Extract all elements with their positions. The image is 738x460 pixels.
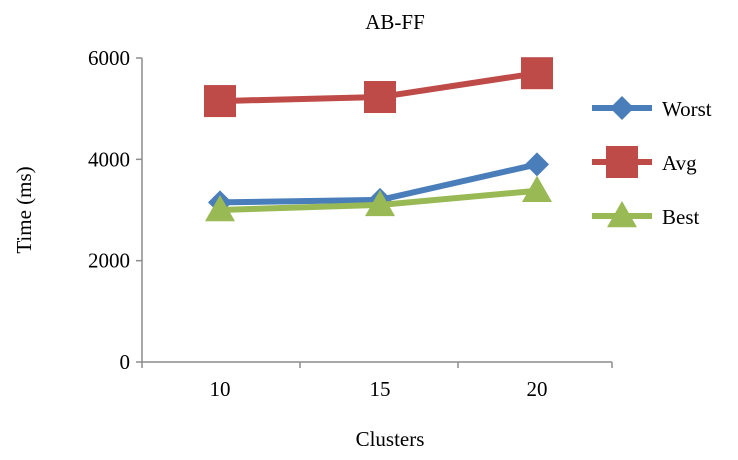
legend-label-worst: Worst bbox=[662, 97, 712, 121]
y-tick-label: 6000 bbox=[88, 46, 130, 70]
data-point-best bbox=[365, 189, 395, 217]
legend: Worst Avg Best bbox=[592, 96, 712, 229]
series-layer bbox=[204, 57, 553, 222]
x-tick-label: 15 bbox=[370, 377, 391, 401]
legend-marker-worst bbox=[610, 96, 634, 120]
chart-title: AB-FF bbox=[365, 10, 425, 34]
y-tick-label: 0 bbox=[120, 350, 131, 374]
data-point-avg bbox=[521, 57, 553, 90]
x-tick-label: 10 bbox=[210, 377, 231, 401]
data-point-avg bbox=[364, 81, 396, 114]
data-point-best bbox=[205, 195, 235, 222]
y-tick-label: 4000 bbox=[88, 147, 130, 171]
x-axis-ticks: 10 15 20 bbox=[141, 362, 613, 401]
data-point-worst bbox=[525, 152, 549, 177]
series-avg bbox=[204, 57, 553, 118]
series-best bbox=[205, 175, 552, 222]
x-axis-label: Clusters bbox=[356, 427, 425, 451]
y-tick-label: 2000 bbox=[88, 249, 130, 273]
data-point-best bbox=[522, 175, 552, 202]
legend-marker-avg bbox=[606, 146, 638, 178]
y-axis-ticks: 0 2000 4000 6000 bbox=[88, 46, 142, 374]
x-tick-label: 20 bbox=[527, 377, 548, 401]
data-point-avg bbox=[204, 85, 236, 118]
legend-marker-best bbox=[607, 201, 637, 228]
y-axis-label: Time (ms) bbox=[12, 166, 36, 253]
legend-label-avg: Avg bbox=[662, 151, 697, 175]
legend-label-best: Best bbox=[662, 205, 700, 229]
